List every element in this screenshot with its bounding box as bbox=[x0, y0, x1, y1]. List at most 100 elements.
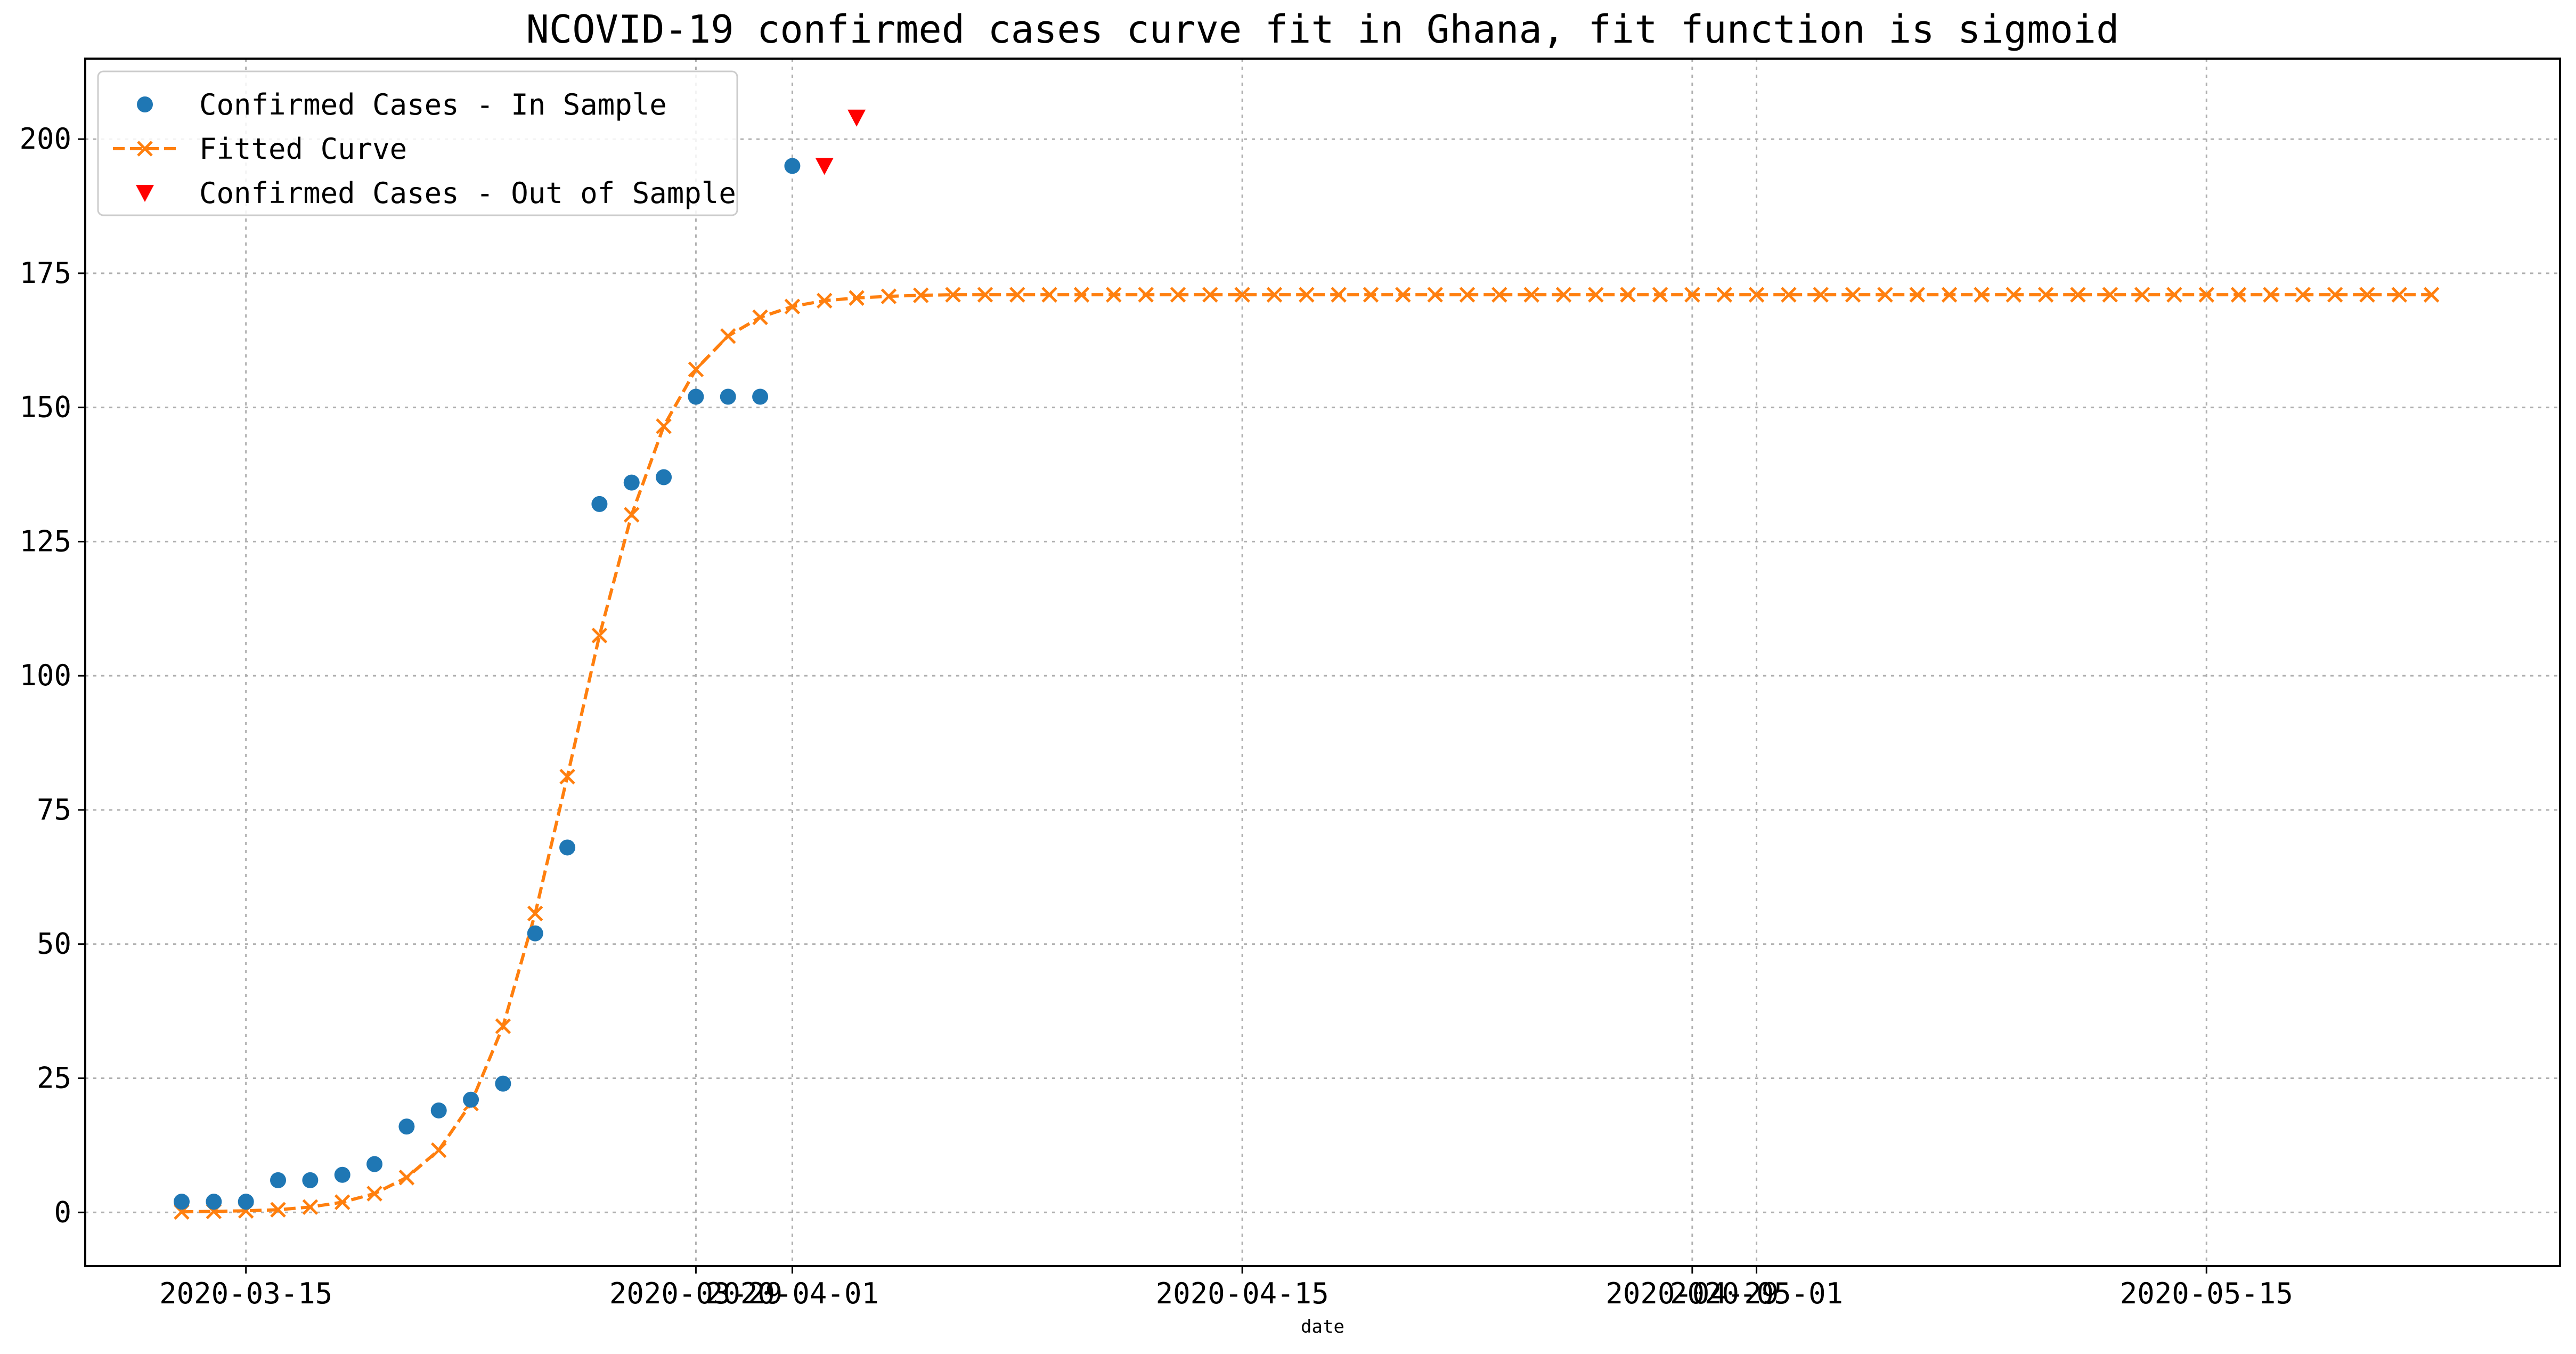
fitted-curve-marker bbox=[784, 298, 801, 315]
fitted-curve-marker bbox=[2102, 287, 2118, 303]
fitted-curve-marker bbox=[1941, 287, 1958, 303]
fitted-curve-marker bbox=[1877, 287, 1893, 303]
x-tick-label: 2020-05-15 bbox=[2120, 1277, 2293, 1310]
fitted-curve-marker bbox=[1138, 287, 1154, 303]
fitted-curve-marker bbox=[2295, 287, 2311, 303]
fitted-curve-marker bbox=[1299, 287, 1315, 303]
legend-label: Confirmed Cases - Out of Sample bbox=[199, 176, 736, 210]
fitted-curve-marker bbox=[881, 288, 897, 304]
in-sample-point bbox=[430, 1102, 447, 1118]
fitted-curve-marker bbox=[817, 293, 833, 309]
fitted-curve-marker bbox=[1748, 287, 1765, 303]
in-sample-point bbox=[720, 388, 736, 405]
fitted-curve-marker bbox=[2423, 287, 2440, 303]
fitted-curve-marker bbox=[2263, 287, 2279, 303]
in-sample-point bbox=[591, 496, 608, 512]
in-sample-point bbox=[270, 1172, 287, 1188]
fitted-curve-marker bbox=[1266, 287, 1283, 303]
fitted-curve-marker bbox=[1716, 287, 1732, 303]
fitted-curve-marker bbox=[1491, 287, 1507, 303]
y-tick-label: 125 bbox=[19, 524, 71, 558]
fitted-curve-marker bbox=[591, 627, 608, 644]
in-sample-point bbox=[238, 1194, 254, 1210]
data-points bbox=[174, 109, 866, 1210]
y-tick-label: 200 bbox=[19, 122, 71, 156]
legend-in-sample-marker bbox=[137, 96, 153, 112]
fitted-curve-marker bbox=[945, 287, 961, 303]
legend-label: Confirmed Cases - In Sample bbox=[199, 88, 667, 121]
fitted-curve-marker bbox=[1459, 287, 1476, 303]
y-tick-label: 150 bbox=[19, 391, 71, 424]
fitted-curve-marker bbox=[1909, 287, 1926, 303]
in-sample-point bbox=[302, 1172, 319, 1188]
fitted-curve-marker bbox=[366, 1186, 382, 1202]
fitted-curve-marker bbox=[2327, 287, 2343, 303]
x-tick-label: 2020-04-29 bbox=[1605, 1277, 1779, 1310]
in-sample-point bbox=[495, 1075, 511, 1092]
y-tick-label: 100 bbox=[19, 659, 71, 692]
in-sample-point bbox=[398, 1118, 415, 1135]
fitted-curve-marker bbox=[1555, 287, 1572, 303]
fitted-curve-marker bbox=[527, 905, 543, 922]
fitted-curve-marker bbox=[1106, 287, 1122, 303]
legend-box bbox=[97, 70, 738, 216]
legend: Confirmed Cases - In Sample Fitted Curve C… bbox=[97, 70, 738, 216]
fitted-curve-marker bbox=[1073, 287, 1090, 303]
fitted-curve-marker bbox=[849, 290, 865, 306]
fitted-curve-marker bbox=[334, 1194, 350, 1210]
in-sample-point bbox=[527, 925, 543, 942]
fitted-curve-marker bbox=[430, 1142, 447, 1158]
y-tick-label: 25 bbox=[37, 1061, 71, 1095]
fitted-curve-marker bbox=[1974, 287, 1990, 303]
fitted-curve-marker bbox=[623, 507, 640, 523]
fitted-curve-marker bbox=[2037, 287, 2054, 303]
in-sample-point bbox=[174, 1194, 190, 1210]
fitted-curve-marker bbox=[302, 1199, 319, 1215]
in-sample-point bbox=[559, 839, 576, 856]
fitted-curve-marker bbox=[1427, 287, 1443, 303]
fitted-curve-marker bbox=[1781, 287, 1797, 303]
in-sample-point bbox=[784, 158, 801, 174]
fitted-curve-marker bbox=[913, 287, 929, 303]
plot-frame bbox=[84, 58, 2561, 1267]
in-sample-point bbox=[656, 469, 672, 485]
legend-fitted-marker bbox=[137, 141, 153, 157]
fitted-curve-marker bbox=[1523, 287, 1539, 303]
fitted-curve-marker bbox=[977, 287, 993, 303]
y-tick-label: 50 bbox=[37, 927, 71, 961]
fitted-curve-marker bbox=[1588, 287, 1604, 303]
fitted-curve-marker bbox=[656, 418, 672, 434]
x-tick-label: 2020-03-15 bbox=[159, 1277, 332, 1310]
fitted-curve-marker bbox=[1170, 287, 1186, 303]
fitted-curve-marker bbox=[1331, 287, 1347, 303]
fitted-curve-marker bbox=[2359, 287, 2375, 303]
in-sample-point bbox=[688, 388, 704, 405]
fitted-curve-marker bbox=[752, 309, 768, 326]
x-tick-label: 2020-04-01 bbox=[706, 1277, 879, 1310]
fitted-curve-marker bbox=[2070, 287, 2086, 303]
in-sample-point bbox=[366, 1156, 383, 1172]
fitted-curve-marker bbox=[495, 1018, 511, 1034]
fitted-curve-marker bbox=[2166, 287, 2182, 303]
x-axis-label: date bbox=[1301, 1316, 1344, 1337]
fitted-curve-marker bbox=[688, 361, 704, 377]
fitted-curve-marker bbox=[2134, 287, 2150, 303]
grid bbox=[85, 59, 2560, 1266]
fitted-curve-marker bbox=[2230, 287, 2247, 303]
fitted-curve-marker bbox=[720, 328, 736, 344]
fitted-curve-marker bbox=[398, 1170, 415, 1186]
in-sample-point bbox=[334, 1166, 350, 1183]
fitted-curve-marker bbox=[2198, 287, 2215, 303]
in-sample-point bbox=[463, 1091, 479, 1108]
chart-title: NCOVID-19 confirmed cases curve fit in G… bbox=[526, 7, 2120, 52]
fitted-curve-marker bbox=[270, 1202, 286, 1218]
out-of-sample-point bbox=[847, 109, 866, 127]
fitted-curve-marker bbox=[1363, 287, 1379, 303]
y-tick-label: 0 bbox=[54, 1195, 71, 1229]
fitted-curve-marker bbox=[1395, 287, 1411, 303]
x-tick-label: 2020-05-01 bbox=[1670, 1277, 1843, 1310]
fitted-curve-marker bbox=[1041, 287, 1057, 303]
legend-out-of-sample-marker bbox=[136, 185, 154, 202]
fitted-curve-marker bbox=[2006, 287, 2022, 303]
